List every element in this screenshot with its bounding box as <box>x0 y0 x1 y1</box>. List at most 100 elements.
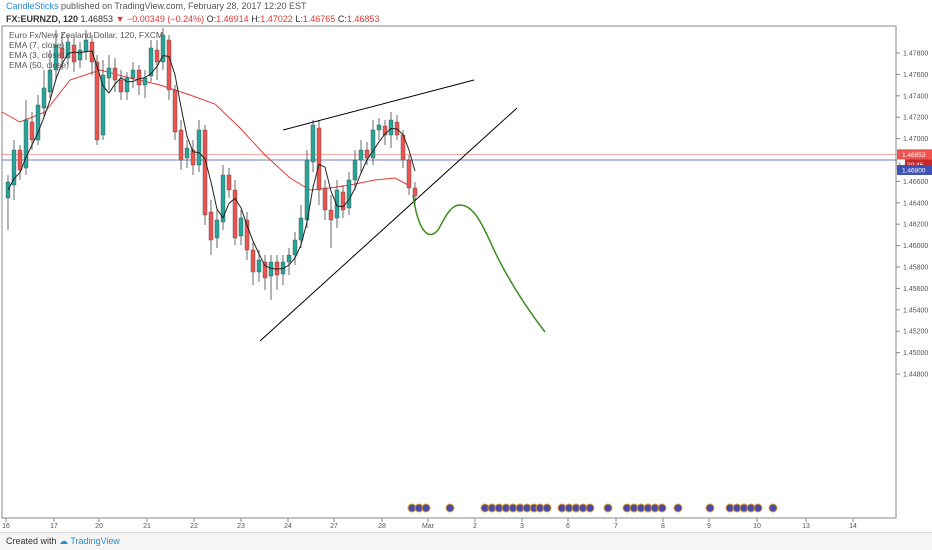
price-tick-label: 1.45400 <box>903 307 928 314</box>
price-tick-label: 1.44800 <box>903 372 928 379</box>
publish-header: CandleSticks published on TradingView.co… <box>0 0 932 13</box>
price-tick-label: 1.45600 <box>903 286 928 293</box>
candle-up <box>292 239 298 256</box>
plot-frame <box>1 25 897 519</box>
drawings[interactable] <box>259 79 546 342</box>
legend-ema50[interactable]: EMA (50, close) <box>9 60 69 70</box>
symbol-name[interactable]: FX:EURNZD, 120 <box>6 14 79 24</box>
time-tick-label: 27 <box>330 523 338 530</box>
candle-up <box>256 259 262 273</box>
time-tick-label: 3 <box>520 523 524 530</box>
event-flag-icon <box>421 503 431 513</box>
candle-up <box>100 74 106 136</box>
candle-up <box>376 124 382 131</box>
price-lines <box>2 154 896 161</box>
economic-events[interactable] <box>407 503 778 513</box>
candle-up <box>310 124 316 163</box>
candle-up <box>41 87 47 109</box>
close-value: 1.46853 <box>346 14 380 24</box>
ema50-line <box>1 69 411 191</box>
candle-down <box>208 211 214 241</box>
time-tick-label: 24 <box>284 523 292 530</box>
created-with-text: Created with <box>6 536 57 546</box>
time-tick-label: 6 <box>566 523 570 530</box>
time-tick-label: 2 <box>473 523 477 530</box>
candle-up <box>196 129 202 166</box>
candle-down <box>178 129 184 161</box>
candle-up <box>142 77 148 86</box>
price-change: −0.00349 (−0.24%) <box>127 14 205 24</box>
candle-down <box>112 67 118 81</box>
author-link[interactable]: CandleSticks <box>6 1 59 11</box>
candle-down <box>94 61 100 141</box>
candle-down <box>262 261 268 279</box>
candle-down <box>250 249 256 273</box>
price-tick-label: 1.47800 <box>903 51 928 58</box>
open-value: 1.46914 <box>216 14 249 24</box>
candle-down <box>166 39 172 91</box>
time-tick-label: Mar <box>422 523 435 530</box>
price-axis[interactable]: 1.47800 1.47600 1.47400 1.47200 1.47000 1.468… <box>896 51 928 379</box>
candle-down <box>59 47 65 59</box>
high-value: 1.47022 <box>260 14 293 24</box>
candle-up <box>23 119 29 169</box>
candle-up <box>214 219 220 239</box>
price-tick-label: 1.45800 <box>903 265 928 272</box>
projection-path <box>412 194 546 333</box>
chart-legend: Euro Fx/New Zealand Dollar, 120, FXCM EM… <box>9 30 163 70</box>
candle-up <box>35 104 41 141</box>
last-price-badge <box>897 149 932 160</box>
candle-down <box>136 69 142 86</box>
candle-up <box>124 77 130 93</box>
candle-up <box>130 69 136 79</box>
time-tick-label: 13 <box>802 523 810 530</box>
price-chart[interactable]: 1.47800 1.47600 1.47400 1.47200 1.47000 1.468… <box>0 0 932 532</box>
candle-up <box>334 189 340 219</box>
price-tick-label: 1.46400 <box>903 200 928 207</box>
candle-down <box>226 174 232 191</box>
footer-bar: Created with ☁ TradingView <box>0 532 932 550</box>
upper-trendline <box>282 79 475 131</box>
candle-up <box>370 129 376 159</box>
price-tick-label: 1.45000 <box>903 350 928 357</box>
candle-up <box>304 159 310 221</box>
time-axis[interactable]: 16 17 20 21 22 23 24 27 28 Mar 2 3 6 7 8 9 10 13 14 <box>2 518 857 530</box>
candle-up <box>106 67 112 79</box>
price-tick-label: 1.47200 <box>903 115 928 122</box>
candle-down <box>190 149 196 166</box>
ema50-path <box>1 69 411 191</box>
price-tick-label: 1.47600 <box>903 72 928 79</box>
price-tick-label: 1.46000 <box>903 243 928 250</box>
time-tick-label: 28 <box>378 523 386 530</box>
legend-ema7[interactable]: EMA (7, close) <box>9 40 65 50</box>
event-flag-icon <box>603 503 613 513</box>
time-tick-label: 16 <box>2 523 10 530</box>
candle-down <box>382 125 388 136</box>
candle-down <box>172 89 178 133</box>
time-tick-label: 21 <box>143 523 151 530</box>
candle-down <box>29 121 35 141</box>
candle-up <box>53 44 59 71</box>
event-flag-icon <box>657 503 667 513</box>
candle-down <box>17 149 23 171</box>
tradingview-link[interactable]: TradingView <box>70 536 120 546</box>
candle-down <box>340 191 346 211</box>
event-flag-icon <box>585 503 595 513</box>
candle-up <box>352 159 358 181</box>
legend-ema3[interactable]: EMA (3, close) <box>9 50 65 60</box>
event-flag-icon <box>705 503 715 513</box>
candle-down <box>244 219 250 251</box>
time-tick-label: 23 <box>237 523 245 530</box>
tradingview-logo-icon: ☁ <box>59 536 69 546</box>
publish-info: published on TradingView.com, February 2… <box>61 1 307 11</box>
candle-up <box>220 174 226 223</box>
candle-up <box>358 149 364 161</box>
price-tick-label: 1.46200 <box>903 222 928 229</box>
price-tick-label: 1.47000 <box>903 136 928 143</box>
time-tick-label: 7 <box>614 523 618 530</box>
time-tick-label: 8 <box>661 523 665 530</box>
price-tick-label: 1.46600 <box>903 179 928 186</box>
candle-down <box>316 127 322 191</box>
candle-down <box>328 209 334 221</box>
